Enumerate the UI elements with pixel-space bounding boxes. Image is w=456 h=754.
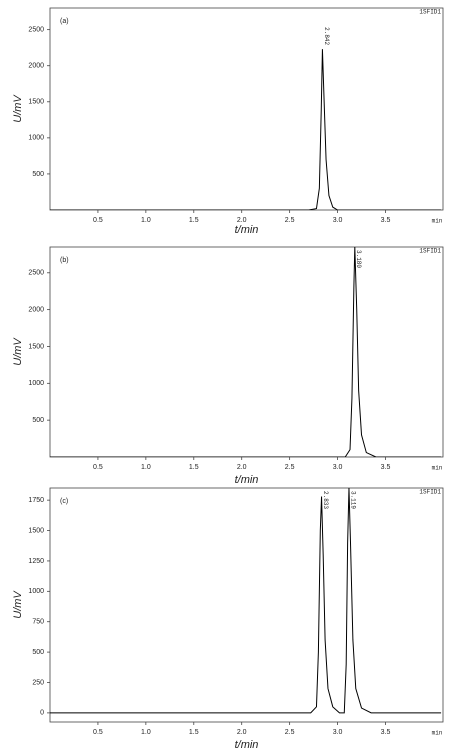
y-axis-label: U/mV <box>12 337 24 366</box>
y-tick-label: 0 <box>40 710 44 717</box>
signal-line <box>50 247 442 457</box>
x-tick-label: 3.0 <box>333 464 343 471</box>
x-tick-label: 3.0 <box>333 729 343 736</box>
panel-label: (a) <box>60 18 69 25</box>
y-tick-label: 500 <box>32 171 44 178</box>
y-tick-label: 1500 <box>28 343 44 350</box>
y-tick-label: 750 <box>32 619 44 626</box>
peak-label: 3.180 <box>355 250 362 268</box>
x-tick-label: 3.5 <box>381 729 391 736</box>
y-tick-label: 1000 <box>28 588 44 595</box>
detector-label: 1SFID1 <box>419 9 441 16</box>
x-tick-label: 2.0 <box>237 729 247 736</box>
x-tick-label: 2.0 <box>237 217 247 224</box>
y-tick-label: 1000 <box>28 135 44 142</box>
x-tick-label: 1.5 <box>189 464 199 471</box>
x-tick-label: 1.5 <box>189 729 199 736</box>
signal-line <box>50 488 442 714</box>
peak-label: 3.119 <box>349 491 356 509</box>
x-tick-label: 1.0 <box>141 217 151 224</box>
y-tick-label: 2500 <box>28 26 44 33</box>
y-tick-label: 1000 <box>28 380 44 387</box>
x-unit: min <box>432 218 443 225</box>
y-tick-label: 1750 <box>28 497 44 504</box>
panel-label: (b) <box>60 257 69 264</box>
detector-label: 1SFID1 <box>419 248 441 255</box>
y-tick-label: 2500 <box>28 270 44 277</box>
x-tick-label: 0.5 <box>93 217 103 224</box>
y-tick-label: 2000 <box>28 63 44 70</box>
x-tick-label: 0.5 <box>93 729 103 736</box>
y-axis-label: U/mV <box>12 94 24 123</box>
x-tick-label: 1.0 <box>141 729 151 736</box>
x-unit: min <box>432 465 443 472</box>
peak-label: 2.833 <box>322 491 329 509</box>
x-tick-label: 1.5 <box>189 217 199 224</box>
x-unit: min <box>432 730 443 737</box>
y-tick-label: 2000 <box>28 306 44 313</box>
y-tick-label: 500 <box>32 649 44 656</box>
y-axis-label: U/mV <box>12 590 24 619</box>
y-tick-label: 500 <box>32 417 44 424</box>
y-tick-label: 1250 <box>28 558 44 565</box>
y-tick-label: 250 <box>32 679 44 686</box>
detector-label: 1SFID1 <box>419 489 441 496</box>
panel-label: (c) <box>60 498 68 505</box>
x-tick-label: 2.5 <box>285 217 295 224</box>
y-tick-label: 1500 <box>28 99 44 106</box>
plot-frame <box>49 487 444 723</box>
x-tick-label: 2.5 <box>285 464 295 471</box>
x-tick-label: 3.5 <box>381 464 391 471</box>
x-tick-label: 3.5 <box>381 217 391 224</box>
peak-label: 2.842 <box>323 27 330 45</box>
x-axis-label: t/min <box>235 474 259 486</box>
x-tick-label: 2.0 <box>237 464 247 471</box>
plot-frame <box>49 246 444 458</box>
y-tick-label: 1500 <box>28 527 44 534</box>
x-axis-label: t/min <box>235 224 259 236</box>
signal-line <box>50 49 442 210</box>
plot-frame <box>49 7 444 211</box>
x-axis-label: t/min <box>235 739 259 751</box>
x-tick-label: 0.5 <box>93 464 103 471</box>
x-tick-label: 1.0 <box>141 464 151 471</box>
x-tick-label: 2.5 <box>285 729 295 736</box>
x-tick-label: 3.0 <box>333 217 343 224</box>
